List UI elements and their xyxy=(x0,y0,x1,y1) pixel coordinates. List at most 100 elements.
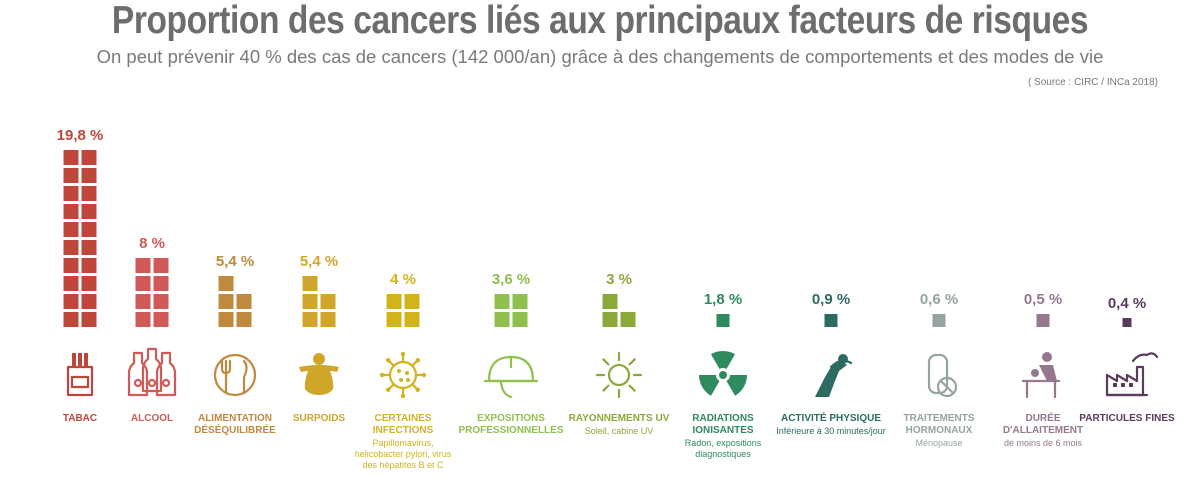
bar-square xyxy=(602,312,618,327)
category-label: ACTIVITÉ PHYSIQUE Inférieure à 30 minutes… xyxy=(776,413,886,437)
radiation-icon xyxy=(699,351,747,396)
category-label: PARTICULES FINES xyxy=(1072,413,1182,425)
bar-square xyxy=(81,186,97,201)
bar-square xyxy=(153,294,169,309)
bar-square xyxy=(1036,314,1050,327)
bar-square xyxy=(404,294,420,309)
value-label: 3,6 % xyxy=(492,271,530,288)
value-label: 3 % xyxy=(606,271,632,288)
bar-12 xyxy=(1122,318,1132,327)
bar-square xyxy=(320,294,336,309)
bar-square xyxy=(135,276,151,291)
category-name: EXPOSITIONS PROFESSIONNELLES xyxy=(458,413,564,436)
chart-subtitle: On peut prévenir 40 % des cas de cancers… xyxy=(96,46,1104,67)
category-label: RADIATIONS IONISANTES Radon, expositions … xyxy=(668,413,778,460)
value-label: 0,4 % xyxy=(1108,295,1146,312)
bar-square xyxy=(824,314,838,327)
bar-square xyxy=(81,222,97,237)
category-name: ALIMENTATION DÉSÉQUILIBRÉE xyxy=(194,413,276,436)
category-name: DURÉE D'ALLAITEMENT xyxy=(1002,413,1084,436)
category-label: SURPOIDS xyxy=(264,413,374,425)
bar-square xyxy=(302,312,318,327)
bar-7 xyxy=(602,294,636,327)
value-label: 5,4 % xyxy=(300,253,338,270)
value-label: 0,6 % xyxy=(920,291,958,308)
bar-square xyxy=(236,294,252,309)
category-name: RAYONNEMENTS UV xyxy=(568,413,670,424)
bottles-icon xyxy=(127,347,177,397)
bar-6 xyxy=(494,294,528,327)
bar-square xyxy=(81,276,97,291)
bar-square xyxy=(218,276,234,291)
bar-2 xyxy=(135,258,169,327)
value-label: 0,9 % xyxy=(812,291,850,308)
bar-square xyxy=(320,312,336,327)
bar-11 xyxy=(1036,314,1050,327)
category-name: RADIATIONS IONISANTES xyxy=(692,413,754,436)
category-label: TRAITEMENTS HORMONAUX Ménopause xyxy=(884,413,994,449)
bar-8 xyxy=(716,314,730,327)
hard-hat-icon xyxy=(483,355,539,399)
sun-icon xyxy=(595,351,643,399)
category-label: TABAC xyxy=(25,413,135,425)
overweight-person-icon xyxy=(299,353,339,395)
bar-square xyxy=(1122,318,1132,327)
value-label: 0,5 % xyxy=(1024,291,1062,308)
bar-square xyxy=(153,258,169,273)
category-label: RAYONNEMENTS UV Soleil, cabine UV xyxy=(564,413,674,437)
category-sublabel: Papillomavirus, helicobacter pylori, vir… xyxy=(354,438,452,470)
bar-square xyxy=(81,312,97,327)
virus-icon xyxy=(379,351,427,399)
bar-9 xyxy=(824,314,838,327)
category-name: TABAC xyxy=(62,413,98,424)
bar-square xyxy=(63,186,79,201)
bar-square xyxy=(63,222,79,237)
category-sublabel: Inférieure à 30 minutes/jour xyxy=(776,426,886,436)
bar-square xyxy=(494,312,510,327)
bar-square xyxy=(302,294,318,309)
bar-square xyxy=(81,258,97,273)
bar-square xyxy=(620,312,636,327)
bar-3 xyxy=(218,276,252,327)
bar-square xyxy=(494,294,510,309)
bar-square xyxy=(135,258,151,273)
category-sublabel: de moins de 6 mois xyxy=(1003,438,1083,448)
category-label: CERTAINES INFECTIONS Papillomavirus, heli… xyxy=(348,413,458,471)
value-label: 19,8 % xyxy=(57,127,104,144)
bar-square xyxy=(386,294,402,309)
bar-square xyxy=(63,168,79,183)
value-label: 5,4 % xyxy=(216,253,254,270)
bar-square xyxy=(81,168,97,183)
bar-square xyxy=(63,150,79,165)
category-label: EXPOSITIONS PROFESSIONNELLES xyxy=(456,413,566,437)
bar-square xyxy=(81,204,97,219)
bar-square xyxy=(218,294,234,309)
category-sublabel: Radon, expositions diagnostiques xyxy=(684,438,762,459)
bar-square xyxy=(512,312,528,327)
bar-square xyxy=(81,294,97,309)
value-label: 1,8 % xyxy=(704,291,742,308)
category-sublabel: Ménopause xyxy=(915,438,963,448)
stretching-person-icon xyxy=(815,354,853,397)
category-name: SURPOIDS xyxy=(292,413,346,424)
category-label: ALIMENTATION DÉSÉQUILIBRÉE xyxy=(180,413,290,437)
bar-square xyxy=(135,312,151,327)
category-name: CERTAINES INFECTIONS xyxy=(372,413,434,436)
category-label: DURÉE D'ALLAITEMENT de moins de 6 mois xyxy=(988,413,1098,449)
chart-title: Proportion des cancers liés aux principa… xyxy=(111,0,1089,42)
bar-square xyxy=(63,240,79,255)
pill-bottle-icon xyxy=(927,353,958,398)
bar-square xyxy=(81,150,97,165)
bar-square xyxy=(512,294,528,309)
bar-square xyxy=(602,294,618,309)
bar-square xyxy=(63,258,79,273)
bar-square xyxy=(81,240,97,255)
bar-square xyxy=(932,314,946,327)
bar-5 xyxy=(386,294,420,327)
bar-square xyxy=(153,312,169,327)
bar-square xyxy=(135,294,151,309)
value-label: 4 % xyxy=(390,271,416,288)
source-note: ( Source : CIRC / INCa 2018) xyxy=(1027,77,1158,88)
bar-square xyxy=(63,204,79,219)
